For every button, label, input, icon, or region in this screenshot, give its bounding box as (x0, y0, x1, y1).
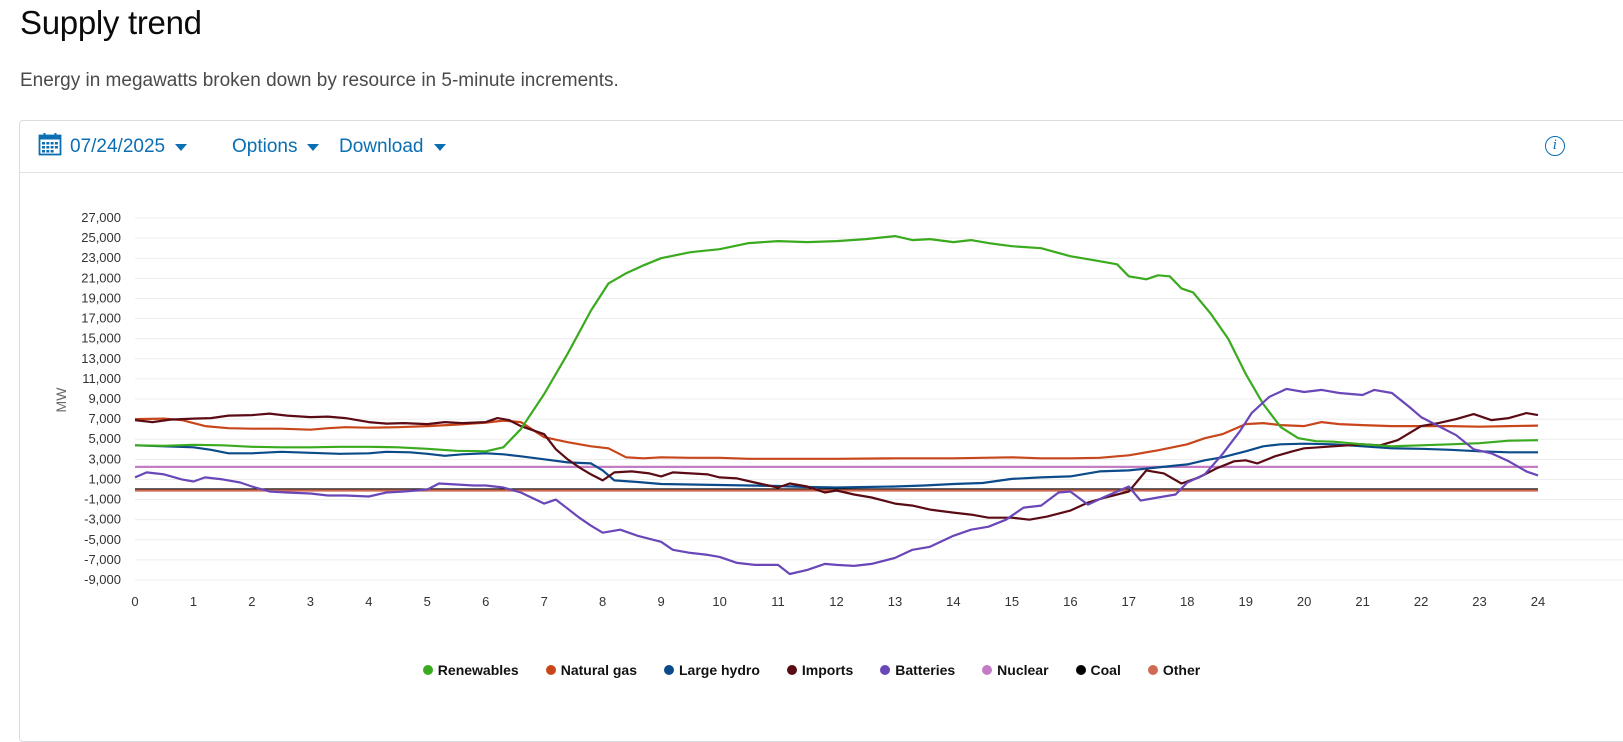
legend-item-nuclear[interactable]: Nuclear (982, 662, 1049, 678)
y-tick-label: -3,000 (84, 512, 121, 527)
legend-marker (545, 665, 556, 675)
x-tick-label: 12 (829, 594, 843, 609)
legend-label: Large hydro (678, 662, 760, 678)
x-tick-label: 15 (1005, 594, 1019, 609)
x-tick-label: 22 (1414, 594, 1428, 609)
date-picker-button[interactable]: 07/24/2025 (38, 132, 188, 162)
page-subtitle: Energy in megawatts broken down by resou… (20, 70, 619, 91)
legend-item-other[interactable]: Other (1147, 662, 1201, 678)
series-line-large-hydro[interactable] (134, 442, 1538, 489)
date-value: 07/24/2025 (70, 136, 166, 157)
y-tick-label: 9,000 (88, 391, 121, 406)
x-tick-label: 8 (599, 594, 606, 609)
chevron-down-icon (433, 143, 446, 151)
y-tick-label: -7,000 (84, 552, 121, 567)
page-title: Supply trend (20, 4, 202, 41)
info-icon[interactable]: i (1545, 136, 1565, 156)
legend-marker (786, 665, 797, 675)
x-tick-label: 1 (190, 594, 197, 609)
series-line-batteries[interactable] (134, 387, 1539, 576)
y-tick-label: 7,000 (88, 411, 121, 426)
legend-marker (1075, 665, 1086, 675)
legend-label: Natural gas (560, 662, 637, 678)
x-tick-label: 18 (1180, 594, 1194, 609)
options-dropdown[interactable]: Options (232, 134, 320, 160)
y-tick-label: 5,000 (88, 431, 121, 446)
legend-item-natural-gas[interactable]: Natural gas (545, 662, 637, 678)
series-line-natural-gas[interactable] (134, 417, 1539, 460)
y-tick-label: 17,000 (81, 311, 121, 326)
legend-marker (1147, 665, 1158, 675)
legend-label: Renewables (437, 662, 519, 678)
x-tick-label: 0 (131, 594, 138, 609)
chevron-down-icon (175, 143, 188, 151)
x-tick-label: 11 (771, 594, 785, 609)
y-tick-label: 27,000 (81, 210, 121, 225)
legend-item-renewables[interactable]: Renewables (422, 662, 519, 678)
x-tick-label: 3 (307, 594, 314, 609)
legend-item-batteries[interactable]: Batteries (880, 662, 955, 678)
x-tick-label: 24 (1531, 594, 1545, 609)
x-tick-label: 6 (482, 594, 489, 609)
y-tick-label: 1,000 (88, 471, 121, 486)
x-tick-label: 9 (658, 594, 665, 609)
x-tick-label: 10 (712, 594, 726, 609)
x-tick-label: 5 (424, 594, 431, 609)
x-tick-label: 7 (541, 594, 548, 609)
series-lines (134, 235, 1539, 576)
legend-item-coal[interactable]: Coal (1075, 662, 1121, 678)
y-tick-label: -9,000 (84, 572, 121, 587)
x-tick-label: 19 (1238, 594, 1252, 609)
axes: -9,000 -7,000 -5,000 -3,000 -1,000 1,000 3,000… (81, 210, 1545, 609)
x-tick-label: 2 (248, 594, 255, 609)
legend-marker (982, 665, 993, 675)
x-tick-label: 23 (1472, 594, 1486, 609)
legend-marker (663, 665, 674, 675)
download-dropdown[interactable]: Download (339, 134, 446, 160)
x-tick-label: 20 (1297, 594, 1311, 609)
chart-toolbar: 07/24/2025 Options Download i (20, 121, 1623, 173)
y-tick-label: 25,000 (81, 230, 121, 245)
x-tick-label: 17 (1122, 594, 1136, 609)
chevron-down-icon (307, 143, 320, 151)
legend-label: Nuclear (997, 662, 1049, 678)
legend-label: Coal (1090, 662, 1121, 678)
x-tick-label: 21 (1355, 594, 1369, 609)
download-label: Download (339, 136, 424, 157)
legend-item-large-hydro[interactable]: Large hydro (663, 662, 760, 678)
y-tick-label: 15,000 (81, 331, 121, 346)
y-tick-label: 11,000 (82, 371, 121, 386)
y-tick-label: -5,000 (84, 532, 121, 547)
x-tick-label: 4 (365, 594, 372, 609)
y-tick-label: 13,000 (81, 351, 121, 366)
legend-label: Imports (801, 662, 854, 678)
y-tick-label: 23,000 (81, 250, 121, 265)
x-tick-label: 13 (888, 594, 902, 609)
chart-card: 07/24/2025 Options Download i (19, 120, 1623, 742)
series-line-imports[interactable] (134, 412, 1539, 521)
options-label: Options (232, 136, 298, 157)
calendar-icon (38, 132, 62, 162)
legend-label: Batteries (895, 662, 956, 678)
legend-marker (422, 665, 433, 675)
y-tick-label: 3,000 (88, 451, 121, 466)
legend-item-imports[interactable]: Imports (786, 662, 854, 678)
legend-label: Other (1162, 662, 1201, 678)
y-tick-label: 21,000 (81, 270, 121, 285)
x-tick-label: 14 (946, 594, 960, 609)
y-tick-label: 19,000 (81, 290, 121, 305)
legend-marker (880, 665, 891, 675)
y-axis-label: MW (53, 387, 69, 413)
series-line-renewables[interactable] (134, 235, 1539, 453)
chart-legend: Renewables Natural gas Large hydro Imports B… (0, 662, 1623, 678)
y-tick-label: -1,000 (84, 492, 121, 507)
x-tick-label: 16 (1063, 594, 1077, 609)
